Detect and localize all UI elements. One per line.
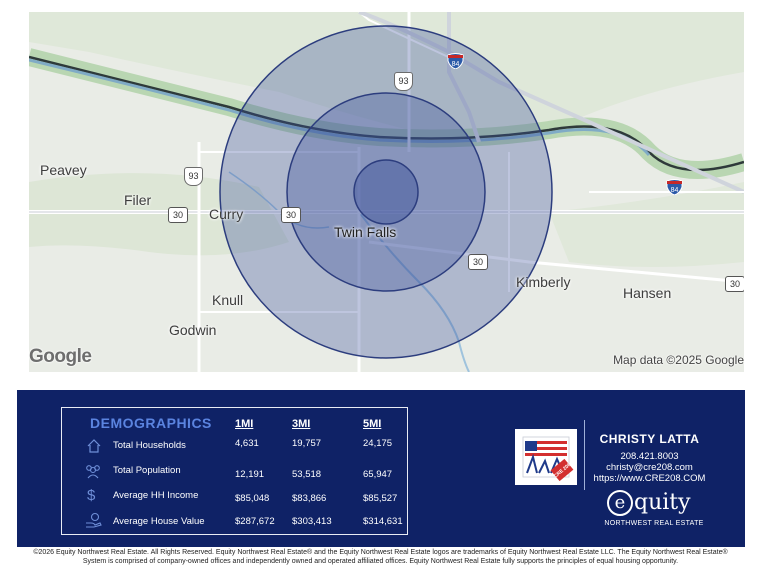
row-label-population: Total Population bbox=[113, 465, 181, 476]
row-label-hh-income: Average HH Income bbox=[113, 490, 199, 501]
map-attribution[interactable]: Map data ©2025 Google bbox=[613, 353, 744, 367]
place-label-curry: Curry bbox=[209, 206, 244, 222]
agent-email[interactable]: christy@cre208.com bbox=[606, 462, 693, 473]
row-label-households: Total Households bbox=[113, 440, 186, 451]
footer-line-1: ©2026 Equity Northwest Real Estate. All … bbox=[33, 549, 728, 556]
hh-income-3mi: $83,866 bbox=[292, 493, 327, 504]
us-93-shield-icon: 93 bbox=[394, 72, 413, 91]
house-value-1mi: $287,672 bbox=[235, 516, 275, 527]
info-panel: DEMOGRAPHICS 1MI 3MI 5MI Total Household… bbox=[17, 390, 745, 547]
column-header-1mi: 1MI bbox=[235, 418, 254, 430]
agent-phone[interactable]: 208.421.8003 bbox=[620, 451, 679, 462]
equity-e-mark: e bbox=[607, 490, 633, 516]
house-value-3mi: $303,413 bbox=[292, 516, 332, 527]
brand-subtitle: NORTHWEST REAL ESTATE bbox=[604, 520, 704, 527]
dollar-icon: $ bbox=[87, 487, 96, 504]
map-canvas bbox=[29, 12, 744, 372]
hh-income-1mi: $85,048 bbox=[235, 493, 270, 504]
radius-ring-5mi bbox=[219, 25, 553, 359]
map-view[interactable]: Peavey Filer Curry Twin Falls Knull Godw… bbox=[29, 12, 744, 372]
hand-coin-icon bbox=[85, 512, 102, 528]
place-label-kimberly: Kimberly bbox=[516, 274, 571, 290]
households-3mi: 19,757 bbox=[292, 438, 322, 449]
us-30-shield-icon: 30 bbox=[468, 254, 488, 270]
google-logo: Google bbox=[29, 346, 92, 367]
cre208-logo: CRE 208 bbox=[515, 429, 577, 485]
place-label-godwin: Godwin bbox=[169, 322, 217, 338]
house-value-5mi: $314,631 bbox=[363, 516, 403, 527]
demographics-table: DEMOGRAPHICS 1MI 3MI 5MI Total Household… bbox=[61, 407, 408, 535]
us-30-shield-icon: 30 bbox=[281, 207, 301, 223]
place-label-hansen: Hansen bbox=[623, 285, 672, 301]
place-label-twin-falls: Twin Falls bbox=[334, 224, 397, 240]
brand-wordmark: quity bbox=[634, 490, 691, 515]
column-header-5mi: 5MI bbox=[363, 418, 382, 430]
panel-divider bbox=[584, 420, 585, 490]
population-3mi: 53,518 bbox=[292, 469, 322, 480]
agent-name: CHRISTY LATTA bbox=[599, 432, 700, 446]
us-30-shield-icon: 30 bbox=[168, 207, 188, 223]
population-5mi: 65,947 bbox=[363, 469, 393, 480]
us-93-shield-icon: 93 bbox=[184, 167, 203, 186]
column-header-3mi: 3MI bbox=[292, 418, 311, 430]
people-icon bbox=[84, 463, 100, 479]
house-icon bbox=[86, 438, 102, 454]
households-1mi: 4,631 bbox=[235, 438, 259, 449]
radius-ring-3mi bbox=[286, 92, 486, 292]
interstate-84-shield-icon: 84 bbox=[666, 178, 683, 195]
footer-line-2: System is comprised of company-owned off… bbox=[82, 558, 679, 565]
us-30-shield-icon: 30 bbox=[725, 276, 744, 292]
population-1mi: 12,191 bbox=[235, 469, 265, 480]
svg-text:84: 84 bbox=[671, 187, 679, 194]
svg-text:84: 84 bbox=[452, 61, 460, 68]
agent-website[interactable]: https://www.CRE208.COM bbox=[593, 473, 706, 484]
households-5mi: 24,175 bbox=[363, 438, 393, 449]
place-label-peavey: Peavey bbox=[40, 162, 87, 178]
interstate-84-shield-icon: 84 bbox=[447, 52, 464, 69]
place-label-knull: Knull bbox=[212, 292, 244, 308]
row-label-house-value: Average House Value bbox=[113, 516, 205, 527]
place-label-filer: Filer bbox=[124, 192, 152, 208]
hh-income-5mi: $85,527 bbox=[363, 493, 398, 504]
equity-brand-logo: e quity bbox=[607, 490, 691, 516]
demographics-title: DEMOGRAPHICS bbox=[90, 415, 212, 431]
radius-ring-1mi bbox=[353, 159, 419, 225]
legal-footer: ©2026 Equity Northwest Real Estate. All … bbox=[0, 548, 761, 566]
